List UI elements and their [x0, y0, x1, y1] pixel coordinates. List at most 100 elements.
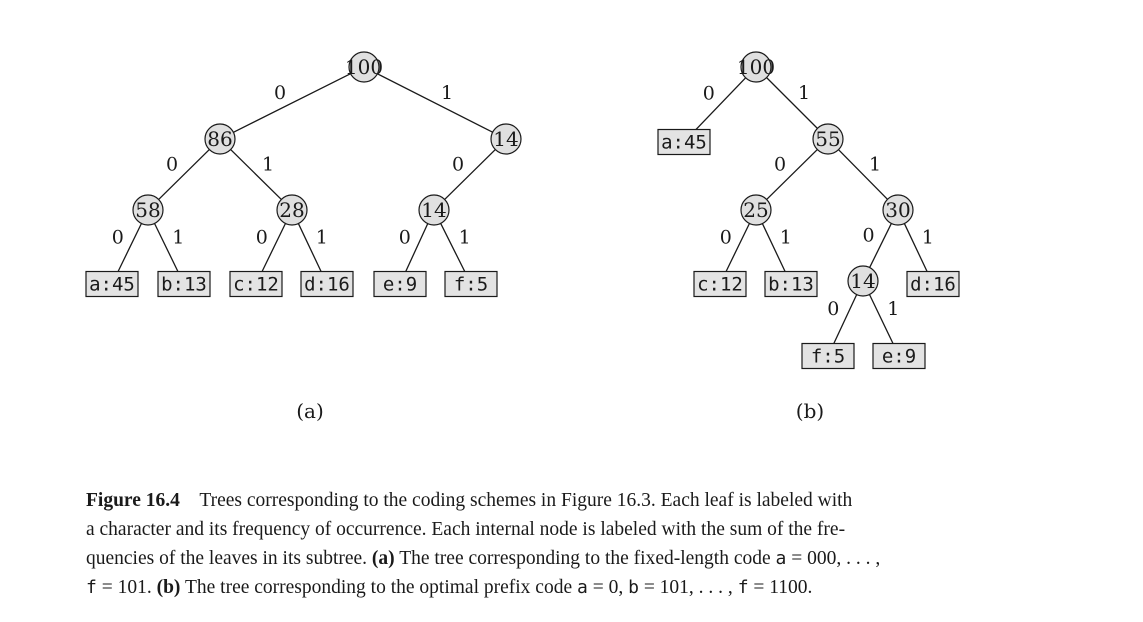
figure-label: Figure 16.4 — [86, 490, 180, 511]
tree-b: 0 1 0 1 0 1 0 1 0 1 100 a:45 55 25 30 c:12 b:13 14 d:16 f:5… — [657, 51, 960, 370]
figure-caption: Figure 16.4 Trees corresponding to the c… — [86, 486, 1046, 602]
node-label: 14 — [493, 127, 518, 151]
edge-a100-a86 — [233, 73, 351, 133]
internal-node-55: 55 — [812, 123, 844, 155]
node-label: 14 — [850, 269, 875, 293]
edge-b30-b14 — [869, 223, 892, 268]
node-label: 55 — [815, 127, 840, 151]
edge-b25-bc — [725, 223, 751, 272]
caption-text-3a: quencies of the leaves in its subtree. — [86, 548, 368, 569]
node-label: 28 — [279, 198, 304, 222]
caption-text-3e: = 000, . . . , — [791, 548, 881, 569]
node-label: 25 — [743, 198, 768, 222]
edge-label: 1 — [441, 82, 453, 104]
edge-b55-b25 — [766, 149, 818, 200]
leaf-node-d-16: d:16 — [906, 270, 960, 298]
edge-label: 1 — [262, 154, 274, 176]
caption-text-2: a character and its frequency of occurre… — [86, 519, 846, 540]
edge-b100-ba — [695, 77, 747, 130]
edge-a58-aa — [117, 223, 143, 272]
internal-node-58: 58 — [132, 194, 164, 226]
leaf-node-c-12: c:12 — [693, 270, 747, 298]
leaf-node-b-13: b:13 — [157, 270, 211, 298]
internal-node-100: 100 — [737, 51, 775, 83]
leaf-node-b-13: b:13 — [764, 270, 818, 298]
edge-label: 0 — [256, 226, 268, 248]
edge-label: 0 — [862, 225, 874, 247]
caption-text-4j: = 1100. — [753, 577, 813, 598]
panel-label-a: (a) — [296, 399, 324, 423]
leaf-label: d:16 — [304, 274, 350, 296]
internal-node-14: 14 — [847, 265, 879, 297]
edge-label: 0 — [112, 226, 124, 248]
internal-node-14: 14 — [418, 194, 450, 226]
edge-a14-af — [440, 223, 466, 272]
edge-label: 1 — [172, 226, 184, 248]
leaf-label: c:12 — [233, 274, 279, 296]
caption-code-f2: f — [737, 577, 749, 598]
edge-b100-b55 — [766, 77, 818, 129]
internal-node-28: 28 — [276, 194, 308, 226]
caption-code-f: f — [86, 577, 97, 598]
edge-a28-ad — [297, 223, 322, 272]
caption-part-b-label: (b) — [156, 577, 181, 598]
leaf-node-c-12: c:12 — [229, 270, 283, 298]
node-label: 58 — [135, 198, 160, 222]
leaf-label: e:9 — [882, 346, 916, 368]
internal-node-100: 100 — [345, 51, 383, 83]
edge-label: 1 — [780, 227, 792, 249]
edge-b14-be — [868, 294, 894, 344]
leaf-node-e-9: e:9 — [373, 270, 427, 298]
edge-b14-bf — [833, 294, 858, 344]
caption-line-1: Figure 16.4 Trees corresponding to the c… — [86, 486, 1046, 515]
edge-b30-bd — [903, 223, 928, 272]
leaf-node-a-45: a:45 — [657, 128, 711, 156]
edge-a86-a58 — [158, 149, 210, 200]
leaf-label: f:5 — [454, 274, 488, 296]
leaf-label: a:45 — [89, 274, 135, 296]
caption-text-3c: The tree corresponding to the fixed-leng… — [399, 548, 771, 569]
caption-code-a: a — [775, 548, 787, 569]
edge-b55-b30 — [838, 149, 888, 200]
edge-label: 0 — [399, 227, 411, 249]
leaf-node-e-9: e:9 — [872, 342, 926, 370]
edge-a14-ae — [405, 223, 429, 272]
leaf-label: b:13 — [768, 274, 814, 296]
edge-label: 0 — [166, 154, 178, 176]
edge-a100-a14r — [377, 73, 493, 133]
internal-node-25: 25 — [740, 194, 772, 226]
edge-a28-ac — [261, 223, 287, 272]
leaf-label: a:45 — [661, 132, 707, 154]
edge-a58-ab — [153, 223, 179, 272]
edge-label: 1 — [869, 154, 881, 176]
leaf-label: c:12 — [697, 274, 743, 296]
leaf-node-f-5: f:5 — [444, 270, 498, 298]
leaf-node-f-5: f:5 — [801, 342, 855, 370]
edge-label: 1 — [459, 226, 471, 248]
caption-text-4d: The tree corresponding to the optimal pr… — [184, 577, 573, 598]
caption-line-2: a character and its frequency of occurre… — [86, 515, 1046, 544]
caption-part-a-label: (a) — [371, 548, 395, 569]
leaf-label: f:5 — [811, 346, 845, 368]
edge-a86-a28 — [230, 149, 282, 200]
node-label: 100 — [345, 55, 383, 79]
edge-label: 0 — [827, 298, 839, 320]
edge-label: 0 — [703, 83, 715, 105]
edge-label: 1 — [887, 298, 899, 320]
node-label: 86 — [207, 127, 232, 151]
leaf-label: b:13 — [161, 274, 207, 296]
caption-code-a2: a — [577, 577, 588, 598]
leaf-node-d-16: d:16 — [300, 270, 354, 298]
node-label: 14 — [421, 198, 446, 222]
edge-b25-bb — [761, 223, 786, 272]
caption-text-4f: = 0, — [592, 577, 624, 598]
edge-label: 0 — [720, 226, 732, 248]
edge-label: 0 — [452, 154, 464, 176]
leaf-node-a-45: a:45 — [85, 270, 139, 298]
caption-text-4h: = 101, . . . , — [643, 577, 733, 598]
internal-node-86: 86 — [204, 123, 236, 155]
edge-label: 1 — [316, 227, 328, 249]
